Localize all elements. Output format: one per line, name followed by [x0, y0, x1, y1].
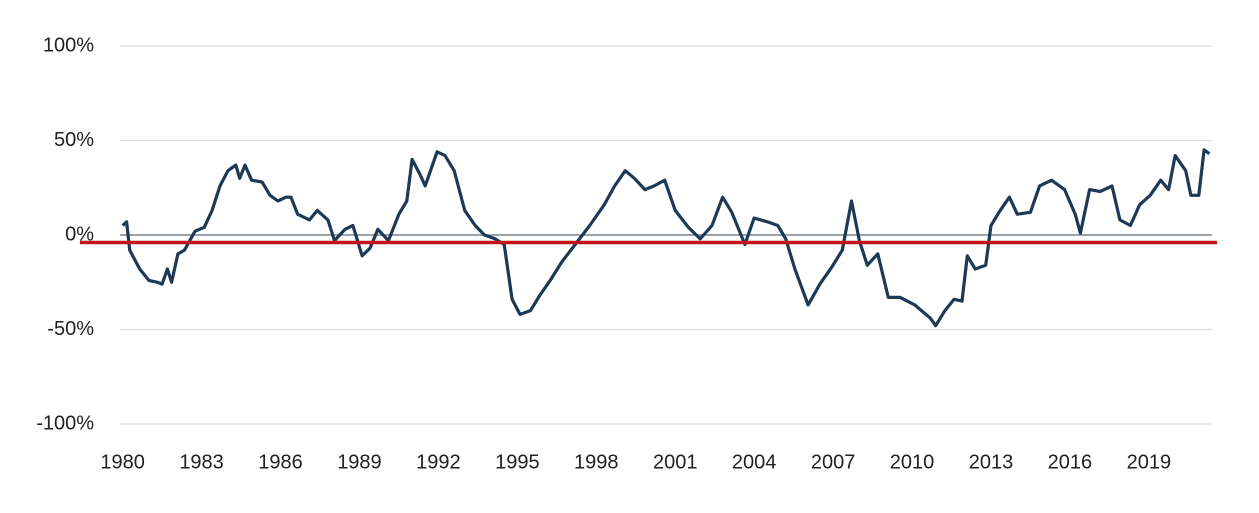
- x-tick-label: 2016: [1048, 451, 1093, 473]
- x-tick-label: 1983: [179, 451, 224, 473]
- y-tick-label: -50%: [47, 318, 94, 340]
- y-tick-label: 0%: [65, 223, 94, 245]
- x-tick-label: 2001: [653, 451, 698, 473]
- line-series: [121, 148, 1211, 328]
- y-tick-label: -100%: [36, 412, 94, 434]
- x-tick-label: 2007: [811, 451, 856, 473]
- y-tick-label: 50%: [54, 129, 94, 151]
- x-tick-label: 2004: [732, 451, 777, 473]
- y-tick-label: 100%: [43, 34, 94, 56]
- x-tick-label: 2019: [1127, 451, 1172, 473]
- x-tick-label: 1980: [100, 451, 145, 473]
- x-tick-label: 2013: [969, 451, 1014, 473]
- x-tick-label: 1995: [495, 451, 540, 473]
- x-tick-label: 2010: [890, 451, 935, 473]
- x-tick-label: 1986: [258, 451, 303, 473]
- x-tick-label: 1992: [416, 451, 461, 473]
- x-tick-label: 1989: [337, 451, 382, 473]
- x-tick-label: 1998: [574, 451, 619, 473]
